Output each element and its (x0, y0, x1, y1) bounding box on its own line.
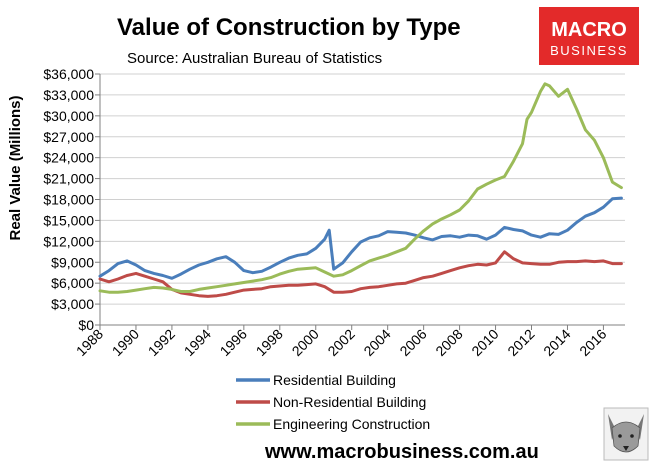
gridlines (100, 73, 625, 305)
x-tick-label: 2008 (432, 326, 465, 359)
x-tick-label: 1998 (253, 326, 286, 359)
chart-title: Value of Construction by Type (117, 14, 461, 41)
legend-label-residential: Residential Building (273, 372, 396, 388)
y-tick-label: $36,000 (43, 66, 94, 82)
x-axis-ticks: 1988 1990 1992 1994 1996 1998 2000 2002 2004 2006… (73, 325, 610, 359)
y-tick-label: $33,000 (43, 87, 94, 103)
x-tick-label: 2014 (540, 326, 573, 359)
legend-label-engineering: Engineering Construction (273, 416, 430, 432)
y-axis-label: Real Value (Millions) (7, 95, 24, 240)
y-tick-label: $24,000 (43, 150, 94, 166)
chart-source: Source: Australian Bureau of Statistics (127, 50, 382, 67)
y-axis-ticks: $0 $3,000 $6,000 $9,000 $12,000 $15,000 $18,00… (43, 66, 100, 333)
legend-label-non-residential: Non-Residential Building (273, 394, 426, 410)
y-tick-label: $15,000 (43, 212, 94, 228)
wolf-face-icon (603, 407, 649, 461)
y-tick-label: $12,000 (43, 233, 94, 249)
x-tick-label: 1990 (109, 326, 142, 359)
series-line-non-residential (98, 250, 623, 298)
x-tick-label: 2016 (576, 326, 609, 359)
x-tick-label: 1994 (181, 326, 214, 359)
logo-line1: MACRO (551, 19, 627, 41)
logo-line2: BUSINESS (550, 43, 628, 58)
series-line-engineering (98, 82, 623, 294)
macrobusiness-logo: MACRO BUSINESS (539, 7, 639, 65)
y-tick-label: $0 (78, 317, 94, 333)
x-tick-label: 2004 (360, 326, 393, 359)
x-tick-label: 2002 (324, 326, 357, 359)
y-tick-label: $27,000 (43, 129, 94, 145)
x-tick-label: 1996 (217, 326, 250, 359)
y-tick-label: $9,000 (51, 254, 94, 270)
x-tick-label: 2006 (396, 326, 429, 359)
series-line-residential (98, 196, 623, 280)
x-tick-label: 1992 (145, 326, 178, 359)
logo-background (539, 7, 639, 65)
y-tick-label: $30,000 (43, 108, 94, 124)
y-tick-label: $3,000 (51, 296, 94, 312)
series-lines (98, 82, 623, 298)
y-tick-label: $18,000 (43, 192, 94, 208)
legend: Residential Building Non-Residential Bui… (236, 372, 430, 432)
x-tick-label: 2000 (289, 326, 322, 359)
y-tick-label: $21,000 (43, 171, 94, 187)
x-tick-label: 2010 (468, 326, 501, 359)
x-tick-label: 2012 (504, 326, 537, 359)
y-tick-label: $6,000 (51, 275, 94, 291)
website-url: www.macrobusiness.com.au (264, 441, 539, 463)
